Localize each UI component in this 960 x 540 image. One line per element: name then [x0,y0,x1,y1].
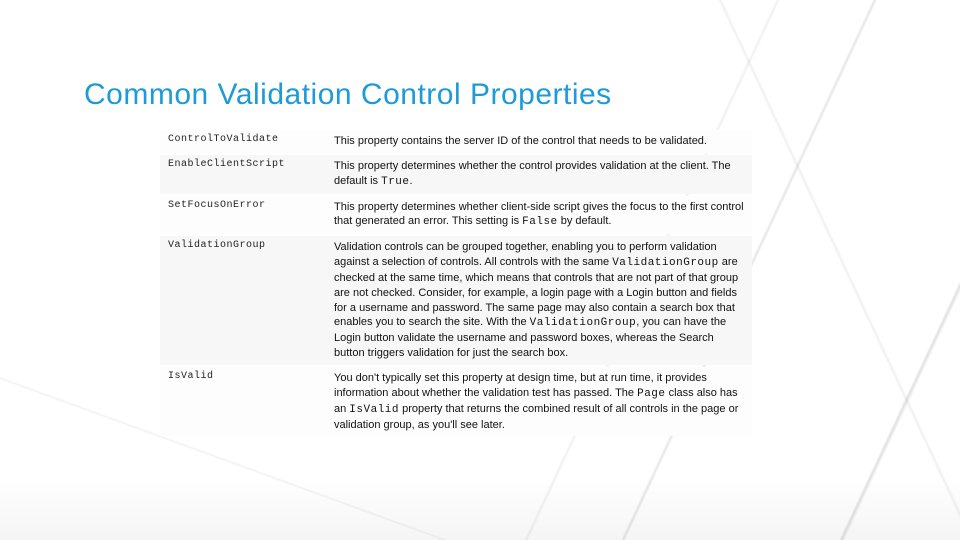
inline-code: Page [637,388,665,400]
description-text: by default. [558,215,612,227]
table-row: ValidationGroupValidation controls can b… [160,236,752,365]
property-description: Validation controls can be grouped toget… [326,236,752,365]
inline-code: False [522,216,558,228]
table-row: SetFocusOnErrorThis property determines … [160,196,752,235]
property-name: EnableClientScript [160,155,326,194]
inline-code: IsValid [349,404,399,416]
property-description: This property determines whether client-… [326,196,752,235]
table-row: IsValidYou don't typically set this prop… [160,367,752,436]
description-text: This property contains the server ID of … [334,135,707,147]
inline-code: True [381,176,409,188]
inline-code: ValidationGroup [530,317,637,329]
properties-table: ControlToValidate This property contains … [160,128,752,438]
table-row: EnableClientScriptThis property determin… [160,155,752,194]
property-name: SetFocusOnError [160,196,326,235]
table-row: ControlToValidate This property contains … [160,130,752,153]
description-text: . [410,175,413,187]
property-name: ValidationGroup [160,236,326,365]
property-description: This property determines whether the con… [326,155,752,194]
property-description: This property contains the server ID of … [326,130,752,153]
property-name: IsValid [160,367,326,436]
property-description: You don't typically set this property at… [326,367,752,436]
inline-code: ValidationGroup [612,257,719,269]
slide-title: Common Validation Control Properties [84,78,612,112]
property-name: ControlToValidate [160,130,326,153]
